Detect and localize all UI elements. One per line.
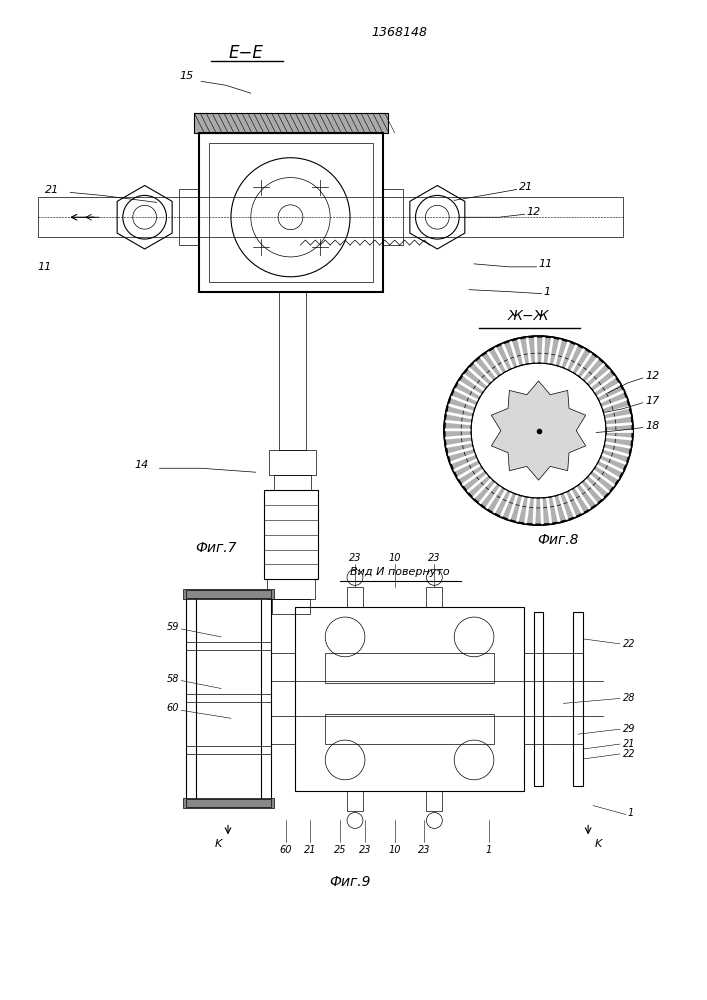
- Text: 23: 23: [428, 553, 440, 563]
- Text: 17: 17: [645, 396, 660, 406]
- Text: 1: 1: [486, 845, 492, 855]
- Text: 21: 21: [623, 739, 636, 749]
- Text: 11: 11: [37, 262, 52, 272]
- Bar: [194, 113, 387, 133]
- Text: 10: 10: [388, 553, 401, 563]
- Bar: [271, 599, 310, 614]
- Bar: [382, 189, 402, 245]
- Text: 12: 12: [527, 207, 541, 217]
- Text: 1: 1: [544, 287, 551, 297]
- Bar: [183, 589, 274, 599]
- Text: Ж−Ж: Ж−Ж: [508, 309, 549, 323]
- Bar: [296, 607, 524, 791]
- Bar: [209, 143, 373, 282]
- Polygon shape: [491, 381, 585, 480]
- Text: 59: 59: [167, 622, 180, 632]
- Text: Фиг.7: Фиг.7: [195, 541, 237, 555]
- Text: Вид И повернуто: Вид И повернуто: [350, 567, 450, 577]
- Text: 22: 22: [623, 639, 636, 649]
- Bar: [534, 612, 544, 786]
- Text: 10: 10: [388, 845, 401, 855]
- Text: 21: 21: [519, 182, 533, 192]
- Text: K: K: [214, 839, 222, 849]
- Text: 23: 23: [418, 845, 431, 855]
- Bar: [187, 642, 271, 650]
- Text: E−E: E−E: [228, 44, 263, 62]
- Text: 11: 11: [539, 259, 553, 269]
- Bar: [426, 791, 443, 811]
- Bar: [325, 714, 494, 744]
- Text: Фиг.9: Фиг.9: [329, 875, 370, 889]
- Bar: [279, 292, 306, 450]
- Text: 14: 14: [134, 460, 148, 470]
- Bar: [347, 791, 363, 811]
- Text: 21: 21: [304, 845, 317, 855]
- Bar: [187, 799, 271, 807]
- Bar: [347, 587, 363, 607]
- Text: 29: 29: [623, 724, 636, 734]
- Text: 22: 22: [623, 749, 636, 759]
- Bar: [426, 587, 443, 607]
- Bar: [267, 579, 315, 599]
- Bar: [183, 798, 274, 808]
- Text: 21: 21: [45, 185, 59, 195]
- Bar: [573, 612, 583, 786]
- Text: 28: 28: [623, 693, 636, 703]
- Bar: [274, 475, 311, 490]
- Bar: [264, 490, 318, 579]
- Circle shape: [444, 336, 633, 525]
- Bar: [187, 594, 197, 803]
- Text: K: K: [595, 839, 602, 849]
- Bar: [187, 746, 271, 754]
- Text: 23: 23: [349, 553, 361, 563]
- Text: 15: 15: [179, 71, 194, 81]
- Text: 25: 25: [334, 845, 346, 855]
- Bar: [187, 694, 271, 702]
- Bar: [269, 450, 316, 475]
- Text: 18: 18: [645, 421, 660, 431]
- Text: 60: 60: [167, 703, 180, 713]
- Text: 12: 12: [645, 371, 660, 381]
- Text: 1368148: 1368148: [372, 26, 428, 39]
- Bar: [37, 197, 623, 237]
- Circle shape: [471, 363, 606, 498]
- Text: 1: 1: [628, 808, 634, 818]
- Bar: [180, 189, 199, 245]
- Bar: [187, 590, 271, 598]
- Text: Фиг.8: Фиг.8: [537, 533, 579, 547]
- Bar: [325, 653, 494, 683]
- Bar: [261, 594, 271, 803]
- Text: 23: 23: [358, 845, 371, 855]
- Bar: [199, 133, 382, 292]
- Text: 58: 58: [167, 674, 180, 684]
- Text: 60: 60: [279, 845, 292, 855]
